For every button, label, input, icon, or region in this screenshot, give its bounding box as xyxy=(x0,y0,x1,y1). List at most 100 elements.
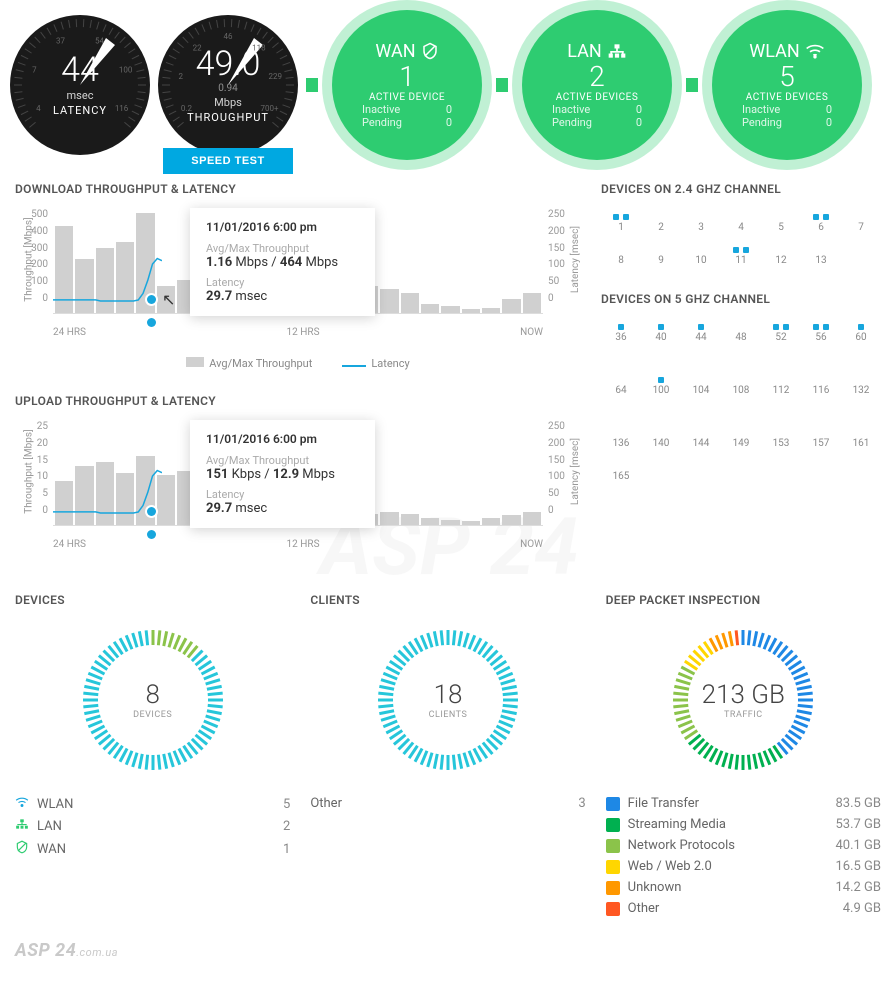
list-item[interactable]: Web / Web 2.016.5 GB xyxy=(606,856,881,877)
list-item[interactable]: LAN2 xyxy=(15,815,290,837)
list-item[interactable]: Unknown14.2 GB xyxy=(606,877,881,898)
channel-cell[interactable]: 4 xyxy=(721,204,761,237)
channel-cell[interactable]: 10 xyxy=(681,237,721,270)
channel-cell[interactable]: 100 xyxy=(641,367,681,400)
channel-cell[interactable]: 157 xyxy=(801,420,841,453)
bottom-row: DEVICES 8DEVICES WLAN5LAN2WAN1 CLIENTS 1… xyxy=(0,561,896,939)
list-item[interactable]: WLAN5 xyxy=(15,793,290,815)
charts-column: DOWNLOAD THROUGHPUT & LATENCY Throughput… xyxy=(15,160,581,561)
channel-cell[interactable]: 153 xyxy=(761,420,801,453)
list-item[interactable]: Other4.9 GB xyxy=(606,898,881,919)
list-item[interactable]: Other3 xyxy=(310,793,585,814)
shield-icon xyxy=(15,840,37,858)
channel-cell[interactable]: 136 xyxy=(601,420,641,453)
channel-cell[interactable]: 8 xyxy=(601,237,641,270)
channel-cell[interactable]: 149 xyxy=(721,420,761,453)
svg-text:37: 37 xyxy=(56,36,65,45)
channel-cell[interactable]: 104 xyxy=(681,367,721,400)
channel-cell[interactable]: 140 xyxy=(641,420,681,453)
chart-tooltip: 11/01/2016 6:00 pm Avg/Max Throughput 1.… xyxy=(190,208,375,316)
latency-line xyxy=(53,204,162,313)
clients-donut[interactable]: 18CLIENTS xyxy=(373,625,523,775)
channel-cell[interactable]: 52 xyxy=(761,314,801,347)
segment-name: LAN xyxy=(567,41,626,62)
channel-cell[interactable]: 132 xyxy=(841,367,881,400)
channel-cell[interactable]: 56 xyxy=(801,314,841,347)
top-summary-row: 473754100116 44 msec LATENCY 0.222246118… xyxy=(0,0,896,160)
devices-count: 8 xyxy=(145,680,159,710)
devices-title: DEVICES xyxy=(15,571,290,615)
list-item[interactable]: Streaming Media53.7 GB xyxy=(606,814,881,835)
segment-active-label: ACTIVE DEVICE xyxy=(369,92,445,103)
color-swatch xyxy=(606,860,620,874)
throughput-gauge[interactable]: 0.222246118229700+ 49.0 0.94 Mbps THROUG… xyxy=(158,15,298,155)
segment-name: WAN xyxy=(375,41,438,62)
color-swatch xyxy=(606,839,620,853)
dpi-count: 213 GB xyxy=(702,680,785,710)
devices-donut-label: DEVICES xyxy=(133,710,172,720)
channel-cell[interactable]: 108 xyxy=(721,367,761,400)
color-swatch xyxy=(606,902,620,916)
channel-cell[interactable]: 144 xyxy=(681,420,721,453)
channel-cell[interactable]: 7 xyxy=(841,204,881,237)
channel-cell[interactable]: 116 xyxy=(801,367,841,400)
upload-title: UPLOAD THROUGHPUT & LATENCY xyxy=(15,372,581,416)
chart-legend: Avg/Max Throughput Latency xyxy=(15,357,581,370)
legend-line-swatch xyxy=(342,365,366,367)
gauge-ticks: 473754100116 xyxy=(10,15,150,155)
channel-cell[interactable]: 1 xyxy=(601,204,641,237)
dpi-panel: DEEP PACKET INSPECTION 213 GBTRAFFIC Fil… xyxy=(606,571,881,919)
channel-cell[interactable]: 165 xyxy=(601,453,641,486)
upload-chart[interactable]: Throughput [Mbps] 2520151050 25020015010… xyxy=(15,416,581,561)
segment-active-label: ACTIVE DEVICES xyxy=(746,92,829,103)
download-chart[interactable]: Throughput [Mbps] 5004003002001000 25020… xyxy=(15,204,581,349)
channel-cell[interactable]: 9 xyxy=(641,237,681,270)
channel-cell[interactable]: 112 xyxy=(761,367,801,400)
lan-circle[interactable]: LAN 2 ACTIVE DEVICES Inactive0 Pending0 xyxy=(522,10,672,160)
channel-cell[interactable]: 48 xyxy=(721,314,761,347)
channel-cell[interactable]: 13 xyxy=(801,237,841,270)
speed-test-button[interactable]: SPEED TEST xyxy=(163,148,293,174)
download-title: DOWNLOAD THROUGHPUT & LATENCY xyxy=(15,160,581,204)
ch24-title: DEVICES ON 2.4 GHZ CHANNEL xyxy=(601,160,881,204)
ch5-grid: 36404448525660 64100104108112116132 136140… xyxy=(601,314,881,486)
channel-cell[interactable]: 6 xyxy=(801,204,841,237)
channel-cell[interactable]: 5 xyxy=(761,204,801,237)
hover-marker-x xyxy=(147,318,156,327)
list-item[interactable]: WAN1 xyxy=(15,837,290,861)
devices-panel: DEVICES 8DEVICES WLAN5LAN2WAN1 xyxy=(15,571,290,919)
channel-cell[interactable]: 2 xyxy=(641,204,681,237)
channel-cell[interactable]: 40 xyxy=(641,314,681,347)
legend-bar-label: Avg/Max Throughput xyxy=(209,357,312,370)
svg-text:54: 54 xyxy=(95,36,104,45)
channels-column: DEVICES ON 2.4 GHZ CHANNEL 1234567891011… xyxy=(601,160,881,561)
clients-list: Other3 xyxy=(310,793,585,814)
svg-text:118: 118 xyxy=(252,43,266,52)
devices-donut[interactable]: 8DEVICES xyxy=(78,625,228,775)
dpi-title: DEEP PACKET INSPECTION xyxy=(606,571,881,615)
channel-cell[interactable]: 60 xyxy=(841,314,881,347)
list-item[interactable]: Network Protocols40.1 GB xyxy=(606,835,881,856)
throughput-unit: Mbps xyxy=(214,96,242,109)
channel-cell[interactable]: 64 xyxy=(601,367,641,400)
latency-gauge[interactable]: 473754100116 44 msec LATENCY xyxy=(10,15,150,155)
channel-cell[interactable]: 11 xyxy=(721,237,761,270)
color-swatch xyxy=(606,881,620,895)
channel-cell[interactable]: 44 xyxy=(681,314,721,347)
segment-active-label: ACTIVE DEVICES xyxy=(556,92,639,103)
dpi-donut[interactable]: 213 GBTRAFFIC xyxy=(668,625,818,775)
channel-cell[interactable]: 36 xyxy=(601,314,641,347)
list-item[interactable]: File Transfer83.5 GB xyxy=(606,793,881,814)
legend-bar-swatch xyxy=(186,357,204,367)
x-axis: 24 HRS12 HRSNOW xyxy=(53,327,543,338)
channel-cell[interactable]: 3 xyxy=(681,204,721,237)
segment-count: 2 xyxy=(589,62,605,93)
wan-circle[interactable]: WAN 1 ACTIVE DEVICE Inactive0 Pending0 xyxy=(332,10,482,160)
devices-list: WLAN5LAN2WAN1 xyxy=(15,793,290,861)
channel-cell[interactable]: 161 xyxy=(841,420,881,453)
channel-cell[interactable]: 12 xyxy=(761,237,801,270)
ch24-grid: 12345678910111213 xyxy=(601,204,881,270)
svg-text:22: 22 xyxy=(193,43,202,52)
wlan-circle[interactable]: WLAN 5 ACTIVE DEVICES Inactive0 Pending0 xyxy=(712,10,862,160)
segment-count: 1 xyxy=(399,62,415,93)
